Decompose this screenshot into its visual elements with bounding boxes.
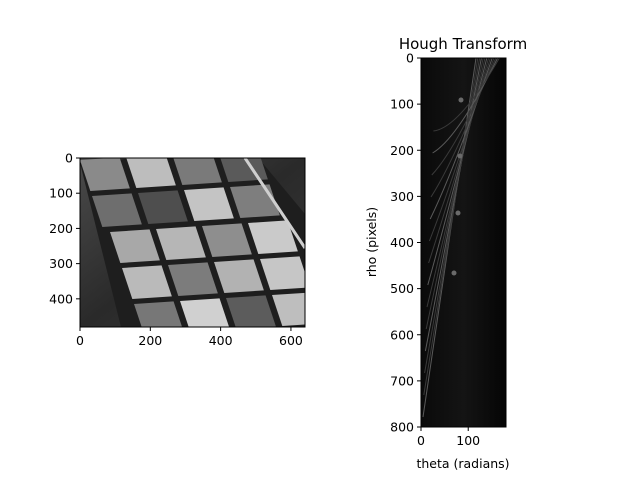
hough-xlabel: theta (radians)	[416, 456, 509, 471]
hough-ytick-label: 300	[390, 189, 414, 204]
photo-square	[202, 223, 252, 257]
hough-trace	[424, 58, 482, 352]
photo-square	[272, 292, 305, 326]
photo-square	[226, 295, 276, 327]
photo-xtick-label: 600	[279, 333, 303, 348]
hough-trace	[423, 58, 479, 396]
photo-square	[180, 298, 230, 327]
hough-xtick-label: 100	[456, 433, 480, 448]
hough-ytick-label: 800	[390, 420, 414, 435]
photo-ytick-label: 300	[49, 256, 73, 271]
hough-ytick-label: 400	[390, 235, 414, 250]
hough-ytick-label: 200	[390, 143, 414, 158]
photo-ytick-label: 400	[49, 291, 73, 306]
hough-peak	[451, 270, 457, 276]
hough-ytick-label: 0	[406, 51, 414, 66]
photo-square	[134, 301, 183, 327]
photo-square	[110, 229, 160, 263]
hough-image	[421, 58, 506, 427]
photo-square	[173, 158, 222, 185]
photo-image	[80, 158, 305, 327]
hough-peak	[458, 97, 464, 103]
photo-xtick-label: 0	[76, 333, 84, 348]
hough-trace	[426, 58, 486, 308]
photo-ytick-label: 200	[49, 221, 73, 236]
photo-panel: 0 200 400 600 0 100 200 300 400	[49, 151, 306, 348]
photo-square	[80, 158, 130, 191]
hough-trace	[425, 58, 484, 330]
hough-ylabel: rho (pixels)	[364, 207, 379, 277]
hough-xtick-label: 0	[417, 433, 425, 448]
hough-ytick-label: 100	[390, 97, 414, 112]
photo-square	[126, 158, 176, 188]
hough-peak	[457, 153, 463, 159]
photo-square	[184, 187, 234, 221]
photo-square	[122, 265, 172, 299]
photo-square	[248, 220, 298, 254]
hough-title: Hough Transform	[399, 35, 527, 53]
photo-xtick-label: 400	[209, 333, 233, 348]
photo-square	[138, 190, 188, 224]
hough-trace	[433, 58, 500, 132]
hough-ytick-label: 500	[390, 281, 414, 296]
photo-ytick-label: 100	[49, 186, 73, 201]
photo-square	[92, 193, 142, 227]
hough-ytick-label: 600	[390, 327, 414, 342]
hough-trace	[424, 58, 481, 374]
photo-square	[260, 256, 305, 290]
photo-square	[168, 262, 218, 296]
hough-panel: Hough Transform 0 100 0 100 200 300 400 500 600 7…	[364, 35, 527, 471]
hough-ytick-label: 700	[390, 373, 414, 388]
photo-square	[214, 259, 264, 293]
photo-ytick-label: 0	[65, 151, 73, 166]
photo-xtick-label: 200	[138, 333, 162, 348]
hough-peak	[455, 210, 461, 216]
photo-square	[156, 226, 206, 260]
